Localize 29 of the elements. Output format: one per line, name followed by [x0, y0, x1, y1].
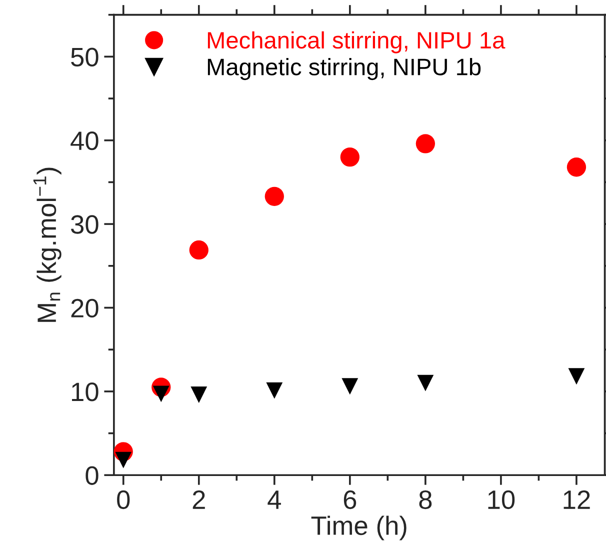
legend-label: Magnetic stirring, NIPU 1b	[208, 58, 481, 80]
point	[416, 134, 436, 154]
x-tick-label: 4	[268, 490, 281, 509]
y-tick-label: 50	[71, 48, 98, 66]
y-tick-label: 30	[71, 215, 98, 234]
x-tick-label: 0	[117, 490, 130, 510]
point	[189, 240, 208, 260]
y-tick-label: 20	[71, 298, 98, 318]
x-tick-label: 2	[192, 490, 205, 509]
x-tick-label: 6	[344, 490, 356, 510]
point	[264, 186, 284, 206]
x-axis-title: Time (h)	[311, 516, 406, 540]
point	[190, 386, 208, 403]
x-tick-label: 10	[488, 490, 515, 510]
legend-label: Mechanical stirring, NIPU 1a	[208, 31, 506, 54]
y-axis-title: M$_{n}$ (kg.mol$^{−1}$)	[33, 168, 62, 322]
point	[417, 374, 434, 392]
y-tick-label: 10	[72, 382, 98, 402]
y-tick-label: 0	[86, 466, 98, 485]
point	[266, 382, 283, 399]
x-tick-label: 12	[564, 490, 590, 509]
point	[340, 148, 360, 167]
point	[115, 452, 132, 468]
y-tick-label: 40	[70, 131, 98, 150]
point	[568, 368, 585, 385]
x-tick-label: 8	[419, 490, 432, 510]
point	[152, 386, 170, 402]
point	[566, 158, 586, 177]
point	[342, 378, 358, 395]
